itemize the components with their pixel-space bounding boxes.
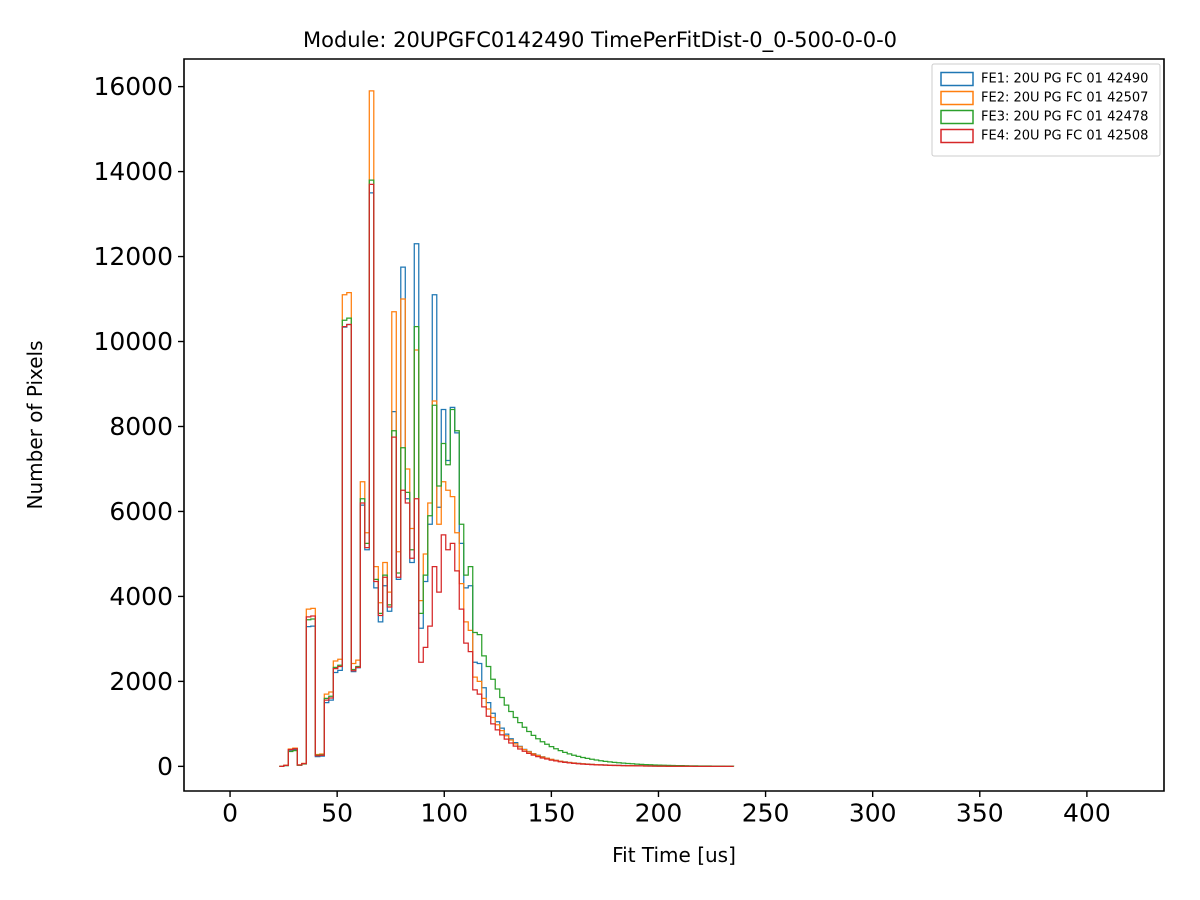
legend-label-3: FE3: 20U PG FC 01 42478 bbox=[981, 110, 1148, 125]
y-tick-label: 2000 bbox=[109, 667, 173, 696]
histogram-series-group bbox=[279, 90, 735, 767]
x-tick-label: 350 bbox=[956, 798, 1004, 827]
legend-label-1: FE1: 20U PG FC 01 42490 bbox=[981, 72, 1148, 87]
y-tick-label: 6000 bbox=[109, 497, 173, 526]
x-tick-label: 400 bbox=[1063, 798, 1111, 827]
legend-swatch-4 bbox=[940, 128, 974, 144]
chart-legend: FE1: 20U PG FC 01 42490 FE2: 20U PG FC 01… bbox=[931, 63, 1161, 157]
x-tick-label: 50 bbox=[321, 798, 353, 827]
legend-swatch-3 bbox=[940, 109, 974, 125]
legend-label-4: FE4: 20U PG FC 01 42508 bbox=[981, 129, 1148, 144]
x-axis-ticks: 0 50 100 150 200 250 300 350 400 bbox=[222, 791, 1111, 827]
y-tick-label: 14000 bbox=[93, 157, 173, 186]
y-axis-label: Number of Pixels bbox=[23, 340, 47, 509]
y-axis-ticks: 0 2000 4000 6000 8000 10000 12000 14000 16000 bbox=[93, 72, 184, 781]
x-tick-label: 0 bbox=[222, 798, 238, 827]
legend-swatch-2 bbox=[940, 90, 974, 106]
legend-swatch-1 bbox=[940, 71, 974, 87]
y-tick-label: 0 bbox=[157, 752, 173, 781]
axes-box bbox=[183, 58, 1165, 792]
x-tick-label: 100 bbox=[420, 798, 468, 827]
x-axis-label: Fit Time [us] bbox=[612, 843, 736, 867]
histogram-series-4 bbox=[279, 183, 734, 767]
x-tick-label: 300 bbox=[849, 798, 897, 827]
axes-frame bbox=[183, 58, 1165, 792]
x-tick-label: 150 bbox=[528, 798, 576, 827]
y-tick-label: 8000 bbox=[109, 412, 173, 441]
y-tick-label: 10000 bbox=[93, 327, 173, 356]
x-tick-label: 250 bbox=[742, 798, 790, 827]
x-tick-label: 200 bbox=[635, 798, 683, 827]
legend-background bbox=[931, 63, 1161, 157]
y-tick-label: 12000 bbox=[93, 242, 173, 271]
legend-label-2: FE2: 20U PG FC 01 42507 bbox=[981, 91, 1148, 106]
chart-title: Module: 20UPGFC0142490 TimePerFitDist-0_… bbox=[303, 28, 897, 53]
y-tick-label: 16000 bbox=[93, 72, 173, 101]
y-tick-label: 4000 bbox=[109, 582, 173, 611]
